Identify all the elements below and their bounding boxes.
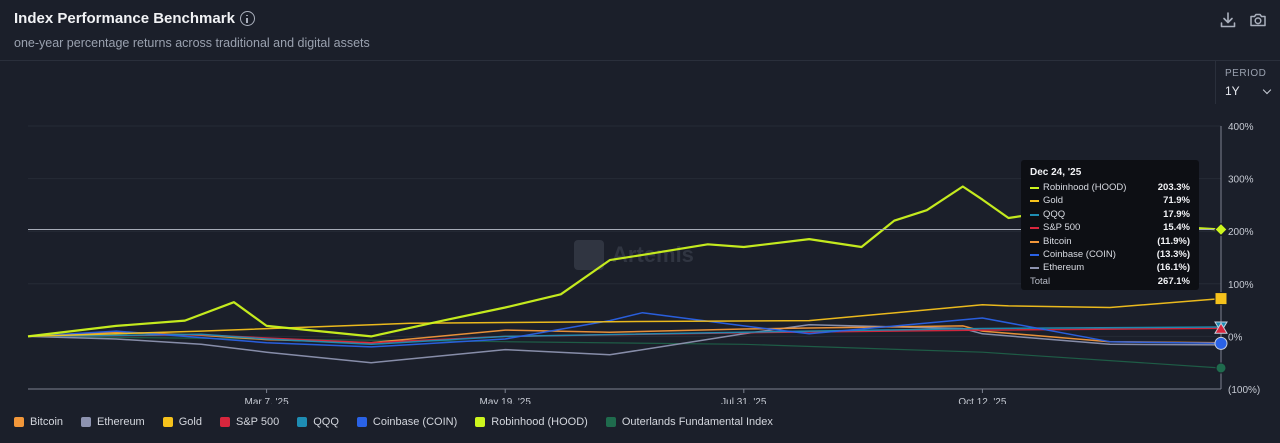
series-line <box>27 297 1222 338</box>
tooltip-row: S&P 500 15.4% <box>1030 221 1190 234</box>
tooltip-series-name: Gold <box>1043 195 1064 207</box>
y-tick-label: 300% <box>1228 175 1254 186</box>
y-tick-label: 100% <box>1228 280 1254 291</box>
legend-label: Bitcoin <box>30 416 64 428</box>
legend-swatch <box>297 417 308 427</box>
sp500-end-marker <box>1214 322 1228 334</box>
chart-legend: Bitcoin Ethereum Gold S&P 500 QQQ Coinbase (C… <box>14 413 791 431</box>
tooltip-series-value: (11.9%) <box>1157 235 1190 247</box>
tooltip-series-name: Robinhood (HOOD) <box>1043 182 1127 193</box>
tooltip-series-value: (13.3%) <box>1156 248 1190 260</box>
legend-label: Gold <box>178 416 202 428</box>
camera-icon[interactable] <box>1248 10 1268 30</box>
legend-label: Coinbase (COIN) <box>372 416 458 428</box>
legend-label: Outerlands Fundamental Index <box>621 416 773 428</box>
y-tick-label: (100%) <box>1228 385 1260 396</box>
page-subtitle: one-year percentage returns across tradi… <box>14 36 370 50</box>
legend-swatch <box>14 417 24 427</box>
legend-swatch <box>356 417 367 427</box>
y-tick-label: 200% <box>1228 227 1254 238</box>
watermark: Artemis <box>574 240 694 270</box>
tooltip-row: Ethereum (16.1%) <box>1030 261 1190 274</box>
legend-item[interactable]: Robinhood (HOOD) <box>475 413 588 431</box>
x-tick-label: Mar 7, '25 <box>245 397 290 404</box>
outerlands-end-marker <box>1215 362 1227 374</box>
tooltip-total-row: Total 267.1% <box>1030 275 1190 288</box>
tooltip-row: QQQ 17.9% <box>1030 208 1190 221</box>
tooltip-series-name: Bitcoin <box>1043 235 1072 247</box>
download-icon[interactable] <box>1218 10 1238 30</box>
tooltip-swatch <box>1030 200 1039 203</box>
tooltip-date: Dec 24, '25 <box>1030 167 1082 178</box>
tooltip-series-value: 203.3% <box>1157 182 1190 193</box>
info-icon[interactable] <box>240 11 255 26</box>
tooltip-swatch <box>1030 227 1039 230</box>
legend-item[interactable]: QQQ <box>297 413 339 431</box>
gold-end-marker <box>1214 292 1228 306</box>
series-line <box>27 311 1222 348</box>
page-title: Index Performance Benchmark <box>14 10 235 27</box>
chevron-down-icon[interactable] <box>1262 85 1272 95</box>
tooltip-series-value: (16.1%) <box>1156 262 1190 274</box>
x-tick-label: Oct 12, '25 <box>958 397 1006 404</box>
legend-swatch <box>162 417 173 427</box>
legend-item[interactable]: S&P 500 <box>219 413 280 431</box>
y-tick-label: 400% <box>1228 122 1254 133</box>
robinhood-end-marker <box>1214 222 1228 237</box>
tooltip-series-name: S&P 500 <box>1043 222 1081 234</box>
legend-item[interactable]: Coinbase (COIN) <box>356 413 458 431</box>
legend-swatch <box>219 417 230 427</box>
period-selector[interactable]: PERIOD 1Y <box>1215 60 1280 104</box>
tooltip-row: Robinhood (HOOD) 203.3% <box>1030 181 1190 194</box>
legend-swatch <box>605 417 616 427</box>
chart-header: Index Performance Benchmark one-year per… <box>0 0 1280 61</box>
series-line <box>27 324 1222 364</box>
tooltip-row: Bitcoin (11.9%) <box>1030 235 1190 248</box>
tooltip-series-name: Ethereum <box>1043 262 1085 274</box>
legend-label: QQQ <box>313 416 339 428</box>
legend-label: Ethereum <box>97 416 145 428</box>
series-line <box>27 185 1222 338</box>
tooltip-series-name: QQQ <box>1043 208 1066 220</box>
coinbase-end-marker <box>1214 336 1228 350</box>
legend-label: S&P 500 <box>235 416 280 428</box>
period-label: PERIOD <box>1225 68 1267 79</box>
tooltip-total-label: Total <box>1030 275 1051 287</box>
series-line <box>27 326 1222 346</box>
legend-swatch <box>475 417 486 427</box>
x-tick-label: May 19, '25 <box>480 397 532 404</box>
line-chart: 400% 300% 200% 100% 0% (100%) Mar 7, '25 May 19… <box>27 122 1260 404</box>
legend-item[interactable]: Gold <box>162 413 202 431</box>
chart-tooltip: Dec 24, '25 Robinhood (HOOD) 203.3% Gold 71… <box>1021 160 1199 290</box>
tooltip-swatch <box>1030 240 1039 243</box>
tooltip-swatch <box>1030 187 1039 189</box>
tooltip-swatch <box>1030 213 1039 216</box>
tooltip-swatch <box>1030 253 1039 256</box>
legend-item[interactable]: Ethereum <box>81 413 145 431</box>
tooltip-series-value: 71.9% <box>1163 195 1190 207</box>
x-tick-label: Jul 31, '25 <box>721 397 767 404</box>
tooltip-total-value: 267.1% <box>1157 275 1190 287</box>
tooltip-swatch <box>1030 267 1039 270</box>
watermark-text: Artemis <box>612 242 694 267</box>
series-line <box>27 335 1222 369</box>
tooltip-row: Gold 71.9% <box>1030 194 1190 207</box>
watermark-logo <box>574 240 604 270</box>
legend-swatch <box>81 417 92 427</box>
tooltip-row: Coinbase (COIN) (13.3%) <box>1030 248 1190 261</box>
tooltip-series-value: 17.9% <box>1163 208 1190 220</box>
y-tick-label: 0% <box>1228 332 1243 343</box>
tooltip-series-name: Coinbase (COIN) <box>1043 248 1116 260</box>
legend-item[interactable]: Bitcoin <box>14 413 63 431</box>
legend-label: Robinhood (HOOD) <box>491 416 588 428</box>
tooltip-series-value: 15.4% <box>1163 222 1190 234</box>
period-value[interactable]: 1Y <box>1225 84 1240 98</box>
legend-item[interactable]: Outerlands Fundamental Index <box>605 413 773 431</box>
